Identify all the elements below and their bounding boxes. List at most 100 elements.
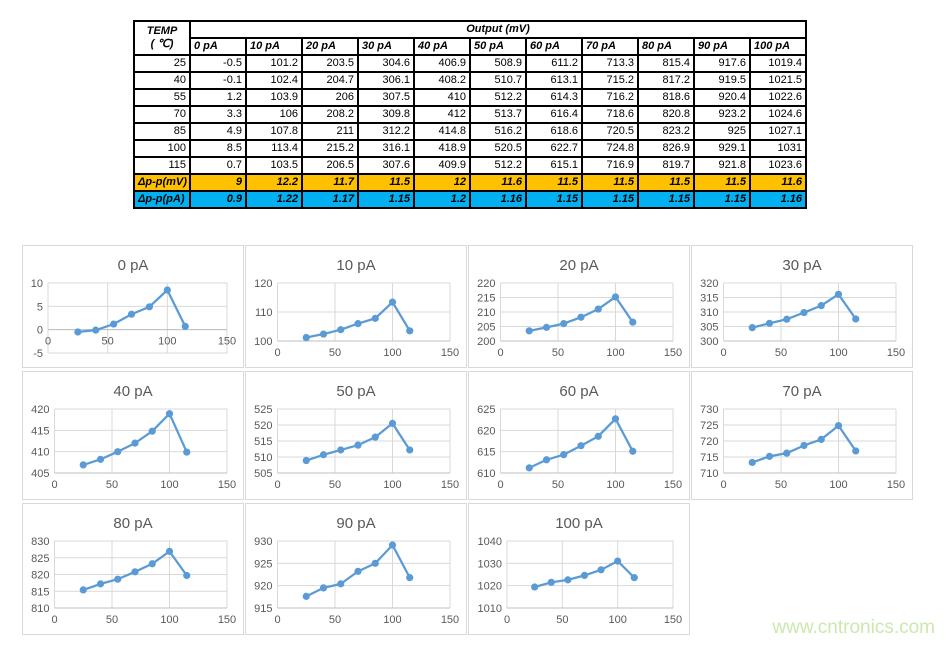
delta-value-cell[interactable]: 1.16 [749, 190, 807, 209]
value-cell[interactable]: 823.2 [637, 122, 695, 141]
value-cell[interactable]: 410 [413, 88, 471, 107]
value-cell[interactable]: 613.1 [525, 71, 583, 90]
value-cell[interactable]: 103.5 [245, 156, 303, 175]
value-cell[interactable]: 1019.4 [749, 54, 807, 73]
value-cell[interactable]: 306.1 [357, 71, 415, 90]
col-header-20-pa[interactable]: 20 pA [301, 37, 359, 56]
value-cell[interactable]: 925 [693, 122, 751, 141]
temp-cell[interactable]: 55 [133, 88, 191, 107]
value-cell[interactable]: 418.9 [413, 139, 471, 158]
chart-panel-60-pa[interactable]: 60 pA 610 615 620 625 0 50 100 150 [468, 371, 690, 500]
temp-cell[interactable]: 25 [133, 54, 191, 73]
col-header-90-pa[interactable]: 90 pA [693, 37, 751, 56]
value-cell[interactable]: 622.7 [525, 139, 583, 158]
delta-mv-row-label[interactable]: Δp-p(mV) [133, 173, 191, 192]
delta-value-cell[interactable]: 1.15 [637, 190, 695, 209]
value-cell[interactable]: 923.2 [693, 105, 751, 124]
value-cell[interactable]: 107.8 [245, 122, 303, 141]
value-cell[interactable]: 206.5 [301, 156, 359, 175]
value-cell[interactable]: 512.2 [469, 156, 527, 175]
chart-panel-0-pa[interactable]: 0 pA -5 0 5 10 0 50 100 150 [22, 245, 244, 368]
col-header-50-pa[interactable]: 50 pA [469, 37, 527, 56]
value-cell[interactable]: 316.1 [357, 139, 415, 158]
value-cell[interactable]: 307.5 [357, 88, 415, 107]
chart-panel-30-pa[interactable]: 30 pA 300 305 310 315 320 0 50 100 150 [691, 245, 913, 368]
value-cell[interactable]: 826.9 [637, 139, 695, 158]
col-header-80-pa[interactable]: 80 pA [637, 37, 695, 56]
col-header-60-pa[interactable]: 60 pA [525, 37, 583, 56]
value-cell[interactable]: 815.4 [637, 54, 695, 73]
value-cell[interactable]: 101.2 [245, 54, 303, 73]
value-cell[interactable]: 208.2 [301, 105, 359, 124]
value-cell[interactable]: 819.7 [637, 156, 695, 175]
value-cell[interactable]: 1021.5 [749, 71, 807, 90]
delta-value-cell[interactable]: 11.6 [469, 173, 527, 192]
value-cell[interactable]: 720.5 [581, 122, 639, 141]
output-mv-header[interactable]: Output (mV) [189, 20, 807, 39]
value-cell[interactable]: 611.2 [525, 54, 583, 73]
value-cell[interactable]: 817.2 [637, 71, 695, 90]
col-header-30-pa[interactable]: 30 pA [357, 37, 415, 56]
delta-value-cell[interactable]: 1.15 [581, 190, 639, 209]
value-cell[interactable]: 1031 [749, 139, 807, 158]
temp-cell[interactable]: 100 [133, 139, 191, 158]
value-cell[interactable]: 309.8 [357, 105, 415, 124]
value-cell[interactable]: 304.6 [357, 54, 415, 73]
temp-cell[interactable]: 115 [133, 156, 191, 175]
chart-panel-70-pa[interactable]: 70 pA 710 715 720 725 730 0 50 100 150 [691, 371, 913, 500]
value-cell[interactable]: 4.9 [189, 122, 247, 141]
value-cell[interactable]: 520.5 [469, 139, 527, 158]
delta-value-cell[interactable]: 11.5 [637, 173, 695, 192]
value-cell[interactable]: 412 [413, 105, 471, 124]
value-cell[interactable]: 917.6 [693, 54, 751, 73]
value-cell[interactable]: 516.2 [469, 122, 527, 141]
delta-value-cell[interactable]: 1.17 [301, 190, 359, 209]
value-cell[interactable]: 3.3 [189, 105, 247, 124]
delta-value-cell[interactable]: 1.16 [469, 190, 527, 209]
delta-value-cell[interactable]: 11.5 [357, 173, 415, 192]
value-cell[interactable]: 406.9 [413, 54, 471, 73]
chart-panel-80-pa[interactable]: 80 pA 810 815 820 825 830 0 50 100 150 [22, 503, 244, 635]
value-cell[interactable]: 204.7 [301, 71, 359, 90]
value-cell[interactable]: 409.9 [413, 156, 471, 175]
value-cell[interactable]: 1024.6 [749, 105, 807, 124]
value-cell[interactable]: 614.3 [525, 88, 583, 107]
value-cell[interactable]: 724.8 [581, 139, 639, 158]
col-header-10-pa[interactable]: 10 pA [245, 37, 303, 56]
value-cell[interactable]: 512.2 [469, 88, 527, 107]
delta-pa-row-label[interactable]: Δp-p(pA) [133, 190, 191, 209]
delta-value-cell[interactable]: 12.2 [245, 173, 303, 192]
value-cell[interactable]: 206 [301, 88, 359, 107]
value-cell[interactable]: 102.4 [245, 71, 303, 90]
delta-value-cell[interactable]: 11.5 [525, 173, 583, 192]
value-cell[interactable]: 215.2 [301, 139, 359, 158]
value-cell[interactable]: 716.2 [581, 88, 639, 107]
col-header-100-pa[interactable]: 100 pA [749, 37, 807, 56]
value-cell[interactable]: 113.4 [245, 139, 303, 158]
value-cell[interactable]: 718.6 [581, 105, 639, 124]
value-cell[interactable]: 929.1 [693, 139, 751, 158]
value-cell[interactable]: 921.8 [693, 156, 751, 175]
value-cell[interactable]: 1.2 [189, 88, 247, 107]
chart-panel-50-pa[interactable]: 50 pA 505 510 515 520 525 0 50 100 150 [245, 371, 467, 500]
value-cell[interactable]: 716.9 [581, 156, 639, 175]
delta-value-cell[interactable]: 1.22 [245, 190, 303, 209]
col-header-70-pa[interactable]: 70 pA [581, 37, 639, 56]
delta-value-cell[interactable]: 11.5 [693, 173, 751, 192]
temp-cell[interactable]: 40 [133, 71, 191, 90]
value-cell[interactable]: 919.5 [693, 71, 751, 90]
value-cell[interactable]: 103.9 [245, 88, 303, 107]
value-cell[interactable]: 307.6 [357, 156, 415, 175]
value-cell[interactable]: 920.4 [693, 88, 751, 107]
value-cell[interactable]: 1027.1 [749, 122, 807, 141]
delta-value-cell[interactable]: 11.6 [749, 173, 807, 192]
value-cell[interactable]: 8.5 [189, 139, 247, 158]
delta-value-cell[interactable]: 12 [413, 173, 471, 192]
value-cell[interactable]: 513.7 [469, 105, 527, 124]
delta-value-cell[interactable]: 11.5 [581, 173, 639, 192]
value-cell[interactable]: 408.2 [413, 71, 471, 90]
value-cell[interactable]: 0.7 [189, 156, 247, 175]
delta-value-cell[interactable]: 0.9 [189, 190, 247, 209]
value-cell[interactable]: 713.3 [581, 54, 639, 73]
value-cell[interactable]: 615.1 [525, 156, 583, 175]
